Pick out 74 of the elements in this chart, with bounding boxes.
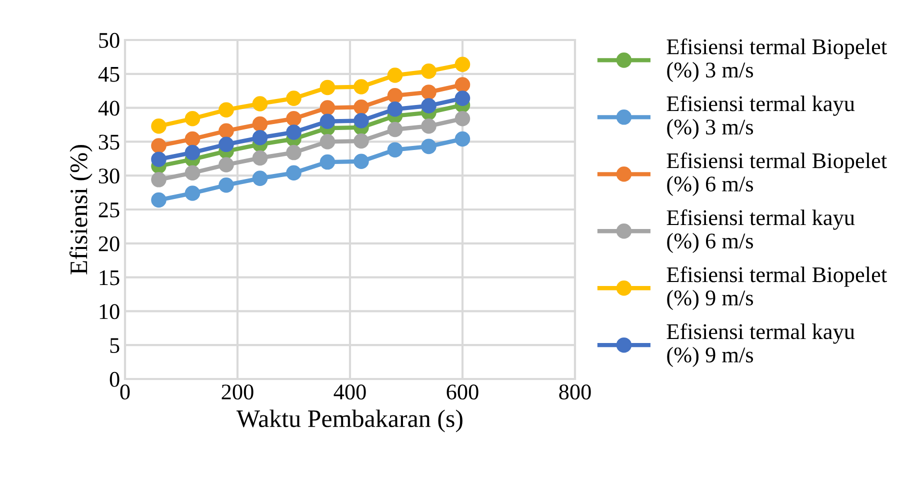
point — [218, 123, 234, 138]
point — [252, 130, 268, 146]
point — [218, 136, 234, 152]
point — [454, 90, 470, 106]
point — [320, 80, 336, 96]
point — [387, 142, 403, 158]
y-tick-label: 10 — [100, 304, 120, 320]
point — [184, 186, 200, 201]
point — [151, 172, 166, 188]
point — [252, 170, 268, 186]
legend-label: Efisiensi termal Biopelet (%) 6 m/s — [666, 152, 887, 196]
point — [320, 154, 336, 170]
point — [252, 96, 268, 112]
point — [354, 99, 369, 115]
point — [421, 118, 436, 134]
point — [354, 133, 369, 149]
point — [354, 113, 369, 128]
point — [286, 144, 302, 160]
point — [218, 177, 234, 193]
point — [454, 77, 470, 92]
x-tick-label: 0 — [120, 384, 130, 400]
point — [354, 79, 369, 94]
y-axis-title: Efisiensi (%) — [69, 144, 92, 274]
point — [454, 56, 470, 72]
point — [387, 122, 403, 138]
legend-label: Efisiensi termal kayu (%) 9 m/s — [666, 323, 855, 367]
point — [454, 131, 470, 147]
y-tick-label: 35 — [98, 134, 120, 150]
point — [184, 131, 200, 147]
x-tick-label: 600 — [446, 384, 478, 400]
point — [184, 165, 200, 181]
legend-label: Efisiensi termal kayu (%) 3 m/s — [666, 95, 855, 140]
point — [286, 165, 302, 181]
point — [151, 152, 166, 167]
legend-label: Efisiensi termal kayu (%) 6 m/s — [666, 209, 855, 254]
legend-label: Efisiensi termal Biopelet (%) 9 m/s — [666, 266, 887, 310]
x-tick-label: 800 — [559, 384, 591, 400]
point — [421, 64, 436, 79]
point — [320, 114, 336, 129]
point — [151, 192, 166, 208]
point — [252, 150, 268, 166]
y-tick-label: 50 — [99, 32, 120, 48]
point — [286, 111, 302, 126]
y-tick-label: 25 — [98, 202, 120, 218]
y-tick-label: 20 — [98, 236, 120, 252]
point — [454, 111, 470, 126]
y-tick-label: 0 — [110, 372, 120, 387]
point — [421, 138, 436, 154]
point — [387, 102, 403, 117]
point — [421, 84, 436, 100]
point — [286, 124, 302, 140]
point — [252, 116, 268, 132]
legend-label: Efisiensi termal Biopelet (%) 3 m/s — [666, 38, 887, 82]
y-tick-label: 30 — [98, 168, 120, 184]
point — [151, 138, 166, 154]
point — [320, 134, 336, 150]
y-tick-label: 15 — [100, 270, 120, 286]
point — [320, 100, 336, 116]
point — [184, 144, 200, 160]
point — [421, 98, 436, 114]
point — [354, 154, 369, 169]
point — [218, 157, 234, 172]
point — [387, 68, 403, 83]
x-tick-label: 200 — [222, 384, 254, 400]
x-axis-title: Waktu Pembakaran (s) — [236, 410, 462, 432]
x-tick-label: 400 — [334, 384, 366, 400]
point — [184, 111, 200, 126]
y-tick-label: 45 — [98, 66, 120, 82]
point — [151, 118, 166, 134]
point — [218, 102, 234, 118]
point — [387, 88, 403, 104]
y-tick-label: 5 — [110, 338, 120, 354]
point — [286, 90, 302, 106]
y-tick-label: 40 — [98, 100, 120, 116]
